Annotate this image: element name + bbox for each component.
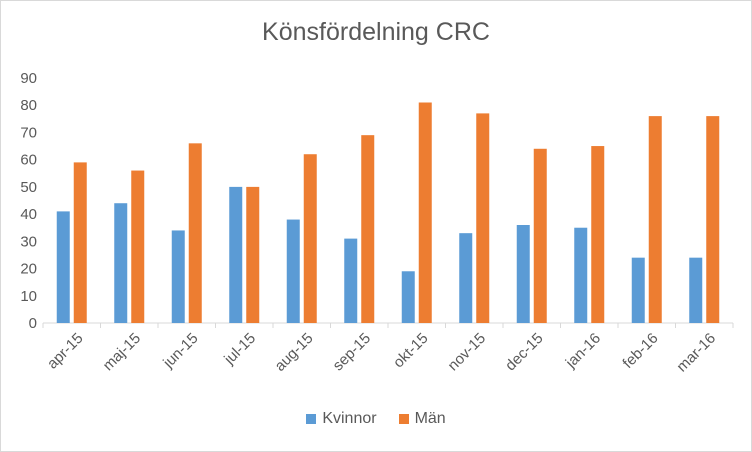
x-tick-label: okt-15 [390,330,432,372]
bar-man [591,146,605,323]
bar-kvinnor [56,211,70,323]
y-tick-label: 80 [20,97,37,114]
y-tick-label: 60 [20,152,37,169]
legend-item-kvinnor: Kvinnor [306,410,377,428]
y-tick-label: 10 [20,288,37,305]
bar-man [303,154,317,323]
bar-man [706,116,720,323]
bar-kvinnor [401,271,415,323]
legend-label-man: Män [414,410,446,427]
y-tick-label: 90 [20,70,37,87]
y-tick-label: 20 [20,261,37,278]
x-tick-label: apr-15 [44,330,87,373]
x-tick-label: jan-16 [562,330,604,372]
legend: Kvinnor Män [0,410,752,428]
y-tick-label: 50 [20,179,37,196]
x-tick-label: dec-15 [502,330,546,374]
bar-man [476,113,490,323]
bar-man [418,102,432,323]
bar-kvinnor [229,186,243,323]
legend-item-man: Män [398,410,446,428]
legend-label-kvinnor: Kvinnor [322,410,377,427]
bar-kvinnor [689,257,703,323]
axes [42,322,734,328]
bar-kvinnor [459,233,473,323]
bar-kvinnor [286,219,300,323]
x-tick-label: maj-15 [100,330,144,374]
bar-man [188,143,202,323]
y-tick-label: 0 [29,315,37,332]
bar-kvinnor [114,203,128,323]
bar-man [533,148,547,323]
bar-man [648,116,662,323]
x-tick-label: jul-15 [220,330,259,369]
bar-kvinnor [171,230,185,323]
legend-swatch-kvinnor [306,414,317,424]
bar-kvinnor [631,257,645,323]
bar-man [73,162,87,323]
bar-man [361,135,375,323]
legend-swatch-man [398,414,409,424]
y-tick-label: 30 [20,233,37,250]
bar-kvinnor [516,225,530,323]
y-tick-label: 40 [20,206,37,223]
bar-kvinnor [344,238,358,323]
chart-title: Könsfördelning CRC [262,18,490,46]
y-tick-label: 70 [20,124,37,141]
x-tick-label: aug-15 [272,330,317,375]
x-tick-label: mar-16 [673,330,719,376]
bar-man [246,186,260,323]
bars [56,102,720,323]
x-tick-label: nov-15 [445,330,489,374]
bar-man [131,170,145,323]
x-tick-label: sep-15 [330,330,374,374]
x-tick-label: feb-16 [619,330,661,372]
bar-kvinnor [574,227,588,323]
x-tick-label: jun-15 [159,330,201,372]
